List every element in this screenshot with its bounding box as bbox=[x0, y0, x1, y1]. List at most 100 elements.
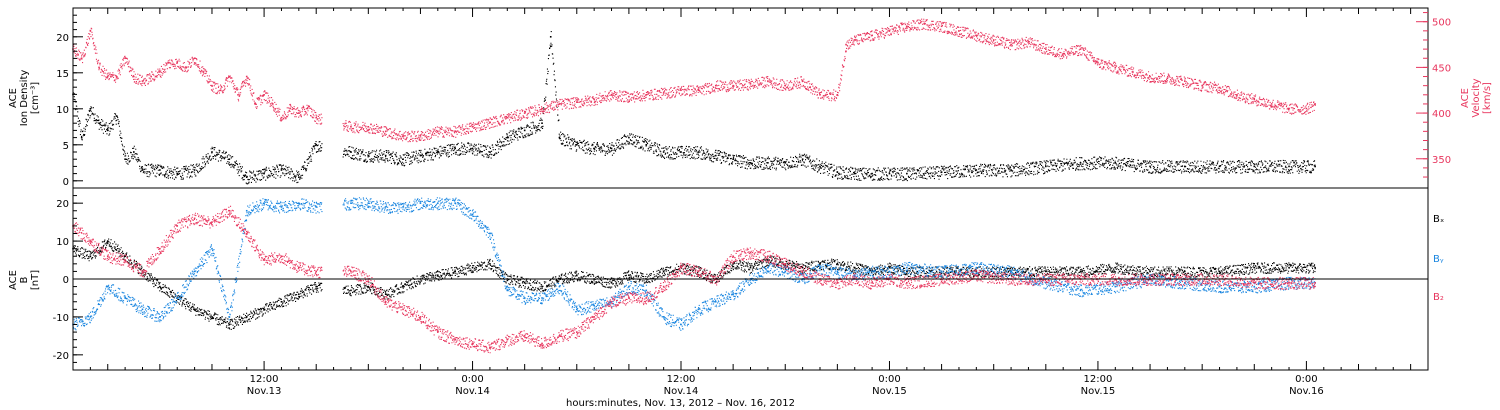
by-series-point bbox=[1114, 285, 1117, 288]
bz-series-point bbox=[402, 308, 404, 311]
ion-density-series-point bbox=[1149, 165, 1151, 168]
x-tick-label-date: Nov.16 bbox=[1289, 386, 1324, 397]
bz-series-point bbox=[506, 338, 509, 341]
by-series-point bbox=[819, 266, 821, 269]
velocity-series-point bbox=[906, 25, 908, 28]
velocity-series-point bbox=[98, 66, 100, 69]
ion-density-series-point bbox=[193, 169, 196, 171]
ion-density-series-point bbox=[211, 151, 213, 153]
by-series-point bbox=[645, 289, 648, 292]
velocity-series-point bbox=[845, 43, 847, 46]
velocity-series-point bbox=[202, 71, 205, 73]
ion-density-series-point bbox=[767, 162, 769, 164]
ion-density-series-point bbox=[159, 169, 161, 171]
bz-series-point bbox=[141, 270, 144, 273]
bz-series-point bbox=[106, 255, 109, 258]
velocity-series-point bbox=[315, 116, 318, 119]
bx-series-point bbox=[471, 266, 474, 269]
axes-layer: 12:00Nov.130:00Nov.1412:00Nov.140:00Nov.… bbox=[8, 7, 1493, 409]
by-series-point bbox=[523, 297, 526, 299]
by-series-point bbox=[298, 202, 300, 204]
ion-density-series-point bbox=[419, 154, 422, 157]
x-tick-label-time: 12:00 bbox=[250, 374, 279, 385]
by-series-point bbox=[732, 293, 734, 295]
y-left-tick-label: 0 bbox=[63, 177, 69, 188]
y-bottom-tick-label: 0 bbox=[63, 275, 69, 286]
velocity-series-point bbox=[1079, 48, 1082, 50]
y-bottom-tick-label: -10 bbox=[53, 313, 69, 324]
x-tick-label-time: 12:00 bbox=[1084, 374, 1113, 385]
velocity-series-point bbox=[419, 135, 422, 137]
by-series-point bbox=[593, 304, 595, 307]
bx-series-point bbox=[1045, 270, 1047, 273]
ion-density-series-point bbox=[454, 147, 456, 150]
velocity-series-point bbox=[767, 80, 769, 82]
y-right-title: ACE Velocity [km/s] bbox=[1460, 78, 1493, 117]
by-series-point bbox=[871, 270, 873, 273]
bz-series-point bbox=[350, 270, 352, 273]
by-series-point bbox=[1079, 289, 1082, 292]
velocity-series-point bbox=[384, 130, 387, 133]
velocity-series-point bbox=[628, 95, 630, 98]
bx-series-scatter bbox=[73, 238, 1316, 330]
y-bottom-title-line: ACE bbox=[8, 270, 19, 290]
velocity-series-point bbox=[575, 101, 578, 103]
bz-series-point bbox=[645, 297, 648, 299]
y-bottom-title: ACE B [nT] bbox=[8, 270, 41, 290]
y-left-title-line: [cm⁻³] bbox=[30, 82, 41, 114]
velocity-series-point bbox=[992, 39, 995, 41]
ion-density-series-point bbox=[298, 176, 300, 178]
by-series bbox=[72, 197, 1316, 331]
ion-density-series-point bbox=[628, 136, 630, 139]
ion-density-series-point bbox=[888, 172, 891, 175]
bx-series-point bbox=[263, 308, 265, 311]
ion-density-series-point bbox=[732, 158, 734, 160]
bz-series-point bbox=[732, 255, 734, 258]
by-series-point bbox=[263, 202, 265, 204]
bx-series-point bbox=[1183, 270, 1186, 273]
y-bottom-tick-label: 20 bbox=[56, 199, 69, 210]
velocity-series-point bbox=[159, 71, 161, 73]
ion-density-series-point bbox=[1010, 169, 1012, 171]
ion-density-series-point bbox=[819, 165, 821, 168]
bx-series-point bbox=[454, 270, 456, 273]
y-right-title-line: [km/s] bbox=[1482, 82, 1493, 114]
y-left-title-line: ACE bbox=[8, 88, 19, 108]
bz-series-point bbox=[419, 316, 422, 318]
bz-series-point bbox=[228, 209, 231, 212]
ion-density-series-point bbox=[471, 147, 474, 150]
bz-series-point bbox=[523, 335, 526, 337]
velocity-series-point bbox=[471, 125, 474, 128]
velocity-series bbox=[72, 18, 1316, 143]
bz-series-point bbox=[610, 300, 613, 303]
velocity-series-point bbox=[1097, 62, 1099, 64]
bx-series-point bbox=[732, 263, 734, 265]
ion-density-series-point bbox=[906, 172, 908, 175]
bz-series-point bbox=[697, 270, 700, 273]
velocity-series-point bbox=[1027, 41, 1030, 43]
bx-series-point bbox=[1253, 266, 1256, 269]
bx-series-point bbox=[767, 259, 769, 261]
bx-series-point bbox=[628, 274, 630, 277]
velocity-series-point bbox=[1149, 75, 1151, 78]
velocity-series-point bbox=[211, 84, 213, 87]
legend-entry: Bₓ bbox=[1433, 214, 1444, 225]
ion-density-series-point bbox=[558, 136, 561, 139]
velocity-series-point bbox=[940, 25, 943, 28]
bx-series-point bbox=[888, 266, 891, 269]
velocity-series-point bbox=[523, 112, 526, 114]
ion-density-series-point bbox=[801, 158, 804, 160]
bx-series-point bbox=[437, 274, 439, 277]
ion-density-series-point bbox=[437, 151, 439, 153]
bz-series-point bbox=[906, 281, 908, 284]
bz-series-point bbox=[784, 263, 787, 265]
bz-series-point bbox=[680, 266, 682, 269]
velocity-series-point bbox=[593, 98, 595, 101]
ion-density-series-point bbox=[89, 108, 92, 110]
bz-series-point bbox=[871, 281, 873, 284]
velocity-series-point bbox=[662, 92, 665, 94]
y-bottom-title-line: B bbox=[19, 276, 30, 283]
bz-series-point bbox=[489, 346, 491, 349]
velocity-series-point bbox=[1045, 48, 1047, 50]
ion-density-series-point bbox=[367, 154, 370, 157]
